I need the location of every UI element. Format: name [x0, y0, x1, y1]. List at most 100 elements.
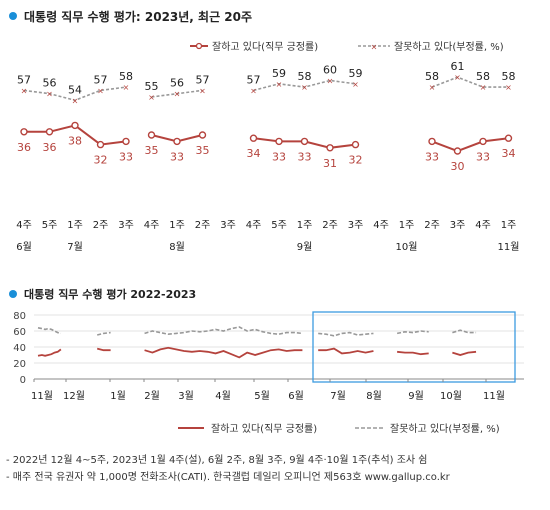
x-tick-label: 7월: [330, 390, 346, 402]
series-negative-line: [96, 331, 111, 336]
positive-data-label: 38: [68, 134, 82, 147]
positive-data-label: 36: [43, 141, 57, 154]
x-tick-week: 3주: [220, 220, 236, 231]
x-tick-week: 2주: [195, 220, 211, 231]
negative-data-label: 58: [119, 70, 133, 83]
y-tick-label: 20: [13, 359, 26, 370]
x-tick-month: 11월: [498, 241, 520, 253]
chart-title: 대통령 직무 수행 평가: 2023년, 최근 20주: [24, 9, 252, 24]
x-tick-week: 4주: [475, 220, 491, 231]
positive-data-label: 34: [502, 147, 516, 160]
y-tick-label: 60: [13, 327, 26, 338]
negative-data-label: 55: [145, 80, 159, 93]
negative-point: ×: [21, 86, 28, 95]
negative-data-label: 57: [247, 73, 261, 86]
series-positive-line: [144, 346, 303, 359]
negative-data-label: 57: [196, 73, 210, 86]
series-negative-line: [144, 326, 303, 336]
positive-data-label: 32: [349, 154, 363, 167]
series-positive-line: [37, 348, 62, 357]
series-positive-line: [96, 347, 111, 352]
series-negative-line: [151, 89, 203, 98]
positive-point: [45, 128, 54, 136]
positive-point: [453, 147, 462, 155]
negative-point: ×: [352, 80, 359, 89]
x-tick-label: 1월: [110, 390, 126, 402]
x-tick-week: 4주: [246, 220, 262, 231]
positive-data-label: 33: [119, 150, 133, 163]
negative-point: ×: [276, 80, 283, 89]
x-tick-label: 10월: [440, 390, 462, 402]
y-tick-label: 0: [20, 375, 26, 386]
negative-data-label: 57: [94, 73, 108, 86]
y-tick-label: 80: [13, 311, 26, 322]
negative-data-label: 58: [425, 70, 439, 83]
x-tick-label: 11월: [483, 390, 505, 402]
positive-point: [96, 140, 105, 149]
positive-point: [198, 131, 207, 139]
positive-point: [71, 121, 79, 130]
positive-data-label: 31: [323, 157, 337, 170]
negative-point: ×: [174, 90, 181, 99]
positive-point: [173, 137, 181, 146]
negative-data-label: 56: [43, 77, 57, 90]
title-bullet-icon: [9, 12, 17, 20]
series-negative-line: [452, 329, 477, 334]
x-tick-week: 3주: [118, 220, 134, 231]
chart-title: 대통령 직무 수행 평가 2022-2023: [24, 287, 196, 301]
legend-label-negative: 잘못하고 있다(부정률, %): [394, 40, 504, 53]
x-tick-week: 1주: [297, 220, 313, 231]
x-tick-week: 4주: [144, 220, 160, 231]
positive-point: [122, 137, 130, 146]
positive-point: [147, 131, 156, 139]
negative-data-label: 59: [349, 67, 363, 80]
positive-point: [275, 137, 283, 146]
x-tick-label: 2월: [144, 390, 160, 402]
positive-point: [428, 137, 436, 146]
x-tick-label: 12월: [63, 390, 85, 402]
negative-data-label: 54: [68, 83, 82, 96]
negative-data-label: 56: [170, 77, 184, 90]
highlight-box: [312, 311, 516, 383]
negative-point: ×: [72, 96, 79, 105]
positive-point: [504, 134, 513, 142]
negative-data-label: 60: [323, 64, 337, 77]
legend-label-negative: 잘못하고 있다(부정률, %): [390, 422, 500, 435]
negative-point: ×: [327, 77, 334, 86]
x-tick-week: 2주: [93, 220, 109, 231]
positive-data-label: 36: [17, 141, 31, 154]
x-tick-week: 1주: [399, 220, 415, 231]
negative-data-label: 59: [272, 67, 286, 80]
legend-marker-negative: ×: [371, 43, 378, 52]
positive-data-label: 35: [196, 144, 210, 157]
positive-point: [20, 128, 28, 136]
footnote-2: - 매주 전국 유권자 약 1,000명 전화조사(CATI). 한국갤럽 데일…: [6, 472, 450, 483]
x-tick-month: 7월: [67, 241, 83, 253]
series-negative-line: [396, 330, 429, 335]
series-negative-line: [253, 79, 356, 92]
positive-data-label: 33: [170, 150, 184, 163]
positive-point: [351, 140, 360, 149]
series-negative-line: [23, 86, 127, 102]
x-tick-week: 1주: [169, 220, 185, 231]
positive-point: [326, 144, 334, 152]
positive-data-label: 33: [425, 150, 439, 163]
x-tick-label: 3월: [178, 390, 194, 402]
x-tick-week: 2주: [322, 220, 338, 231]
series-negative-line: [318, 331, 374, 337]
x-tick-month: 10월: [396, 241, 418, 253]
positive-data-label: 33: [272, 150, 286, 163]
positive-point: [479, 137, 487, 146]
positive-point: [300, 137, 309, 146]
x-tick-week: 1주: [501, 220, 517, 231]
negative-point: ×: [429, 83, 436, 92]
x-tick-week: 5주: [271, 220, 287, 231]
negative-point: ×: [454, 73, 461, 82]
legend-marker-positive: [195, 42, 203, 50]
positive-data-label: 35: [145, 144, 159, 157]
legend-label-positive: 잘하고 있다(직무 긍정률): [212, 40, 318, 53]
x-tick-label: 5월: [254, 390, 270, 402]
negative-point: ×: [97, 86, 104, 95]
footnotes: - 2022년 12월 4~5주, 2023년 1월 4주(설), 6월 2주,…: [6, 452, 450, 486]
x-tick-label: 4월: [215, 390, 231, 402]
